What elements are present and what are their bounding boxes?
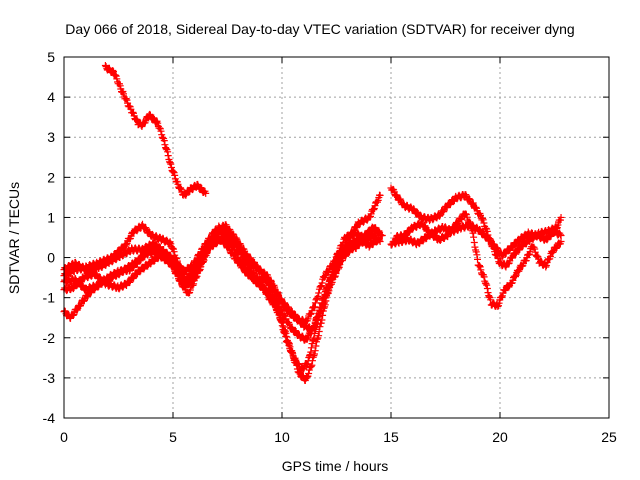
- chart-title: Day 066 of 2018, Sidereal Day-to-day VTE…: [65, 21, 574, 37]
- plot-frame: [63, 56, 610, 419]
- axis-ticks: 0 5 10 15 20 25 -4 -3 -2 -1 0 1 2 3 4 5: [43, 49, 617, 445]
- marker-trail: [387, 184, 565, 271]
- x-tick-label: 20: [492, 429, 508, 445]
- y-tick-label: 4: [47, 89, 55, 105]
- x-tick-label: 25: [601, 429, 617, 445]
- y-tick-label: 1: [47, 209, 55, 225]
- y-tick-label: 5: [47, 49, 55, 65]
- y-tick-label: -2: [43, 330, 56, 346]
- x-tick-label: 0: [60, 429, 68, 445]
- series-track-1: [101, 62, 210, 199]
- y-tick-label: 3: [47, 129, 55, 145]
- x-axis-label: GPS time / hours: [282, 458, 389, 474]
- x-tick-label: 10: [274, 429, 290, 445]
- y-tick-label: 0: [47, 250, 55, 266]
- y-tick-label: -3: [43, 370, 56, 386]
- x-tick-label: 5: [169, 429, 177, 445]
- series-track-7: [387, 184, 565, 271]
- plot-markers: [60, 62, 565, 384]
- y-tick-label: 2: [47, 169, 55, 185]
- marker-trail: [391, 210, 565, 310]
- x-tick-label: 15: [383, 429, 399, 445]
- y-tick-label: -4: [43, 410, 56, 426]
- marker-trail: [101, 62, 210, 199]
- y-axis-label: SDTVAR / TECUs: [6, 182, 22, 294]
- series-track-9: [391, 210, 565, 310]
- y-tick-label: -1: [43, 290, 56, 306]
